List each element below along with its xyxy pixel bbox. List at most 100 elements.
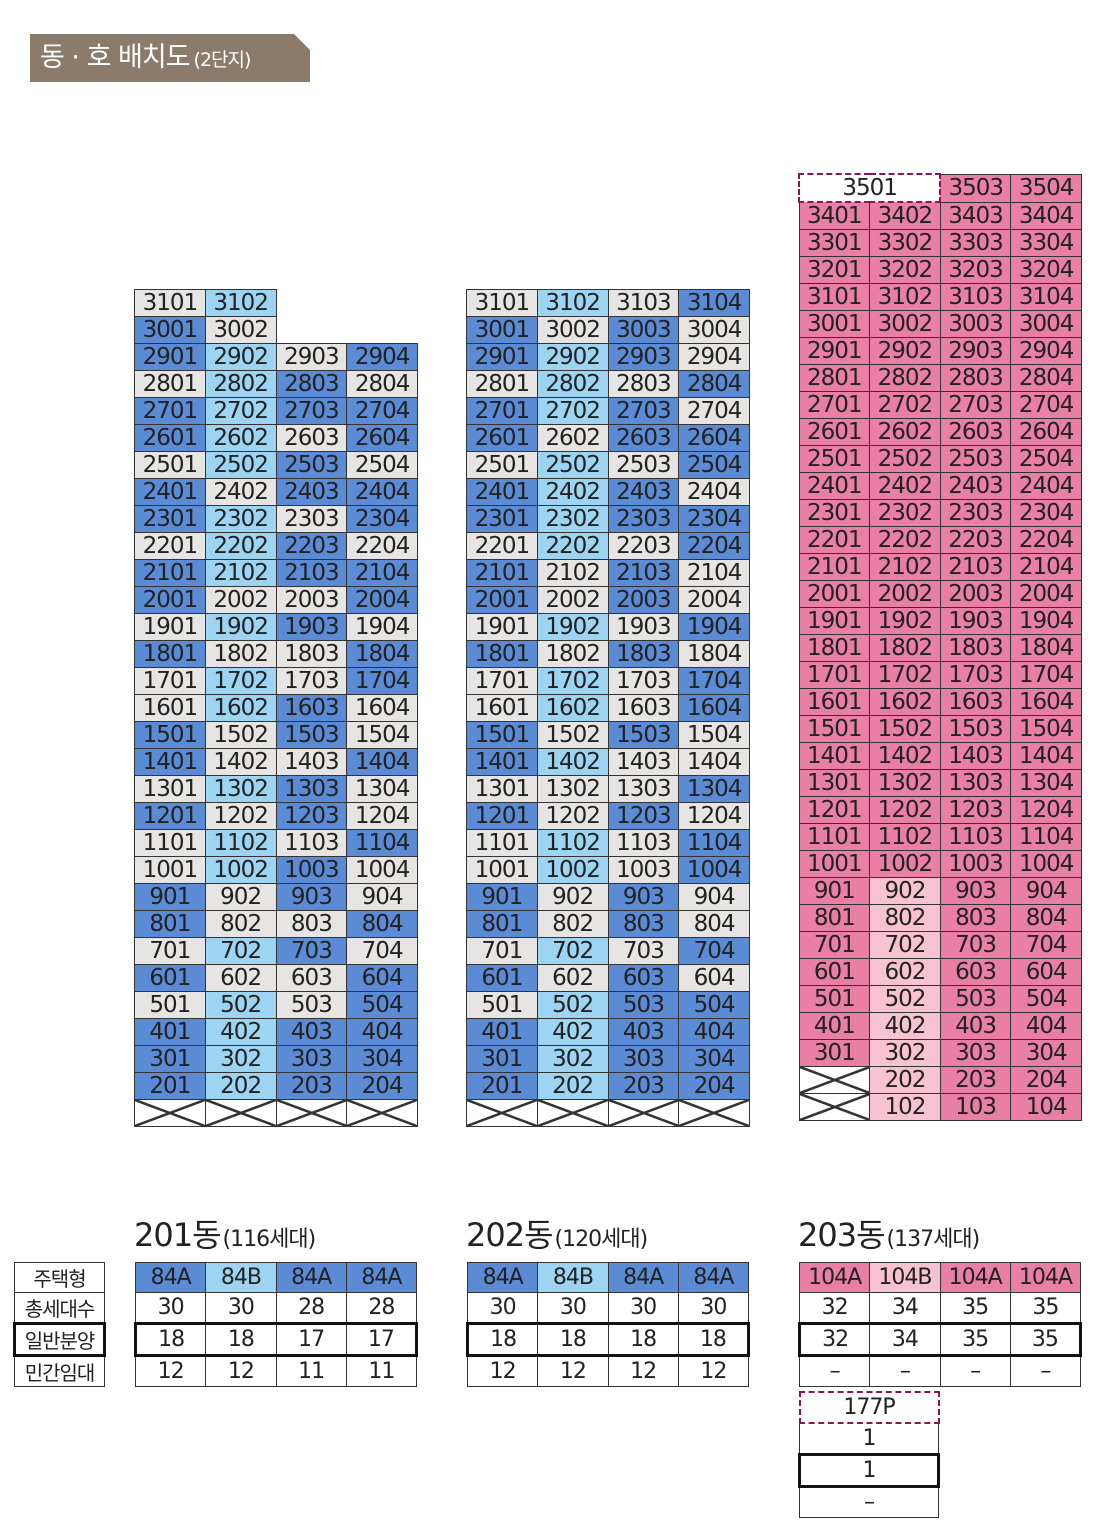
summary-general-sale-row: 32 34 35 35 — [797, 1322, 1083, 1357]
unit-1802: 1802 — [204, 640, 277, 668]
floor-row-31: 3101 3102 — [134, 289, 418, 317]
unit-2403: 2403 — [275, 478, 348, 506]
floor-row-22: 2201 2202 2203 2204 — [798, 526, 1082, 554]
unit-1302: 1302 — [204, 775, 277, 803]
unit-2301: 2301 — [466, 505, 538, 533]
unit-602: 602 — [869, 958, 941, 986]
unit-2401: 2401 — [466, 478, 538, 506]
unit-1201: 1201 — [466, 802, 538, 830]
unit-1101: 1101 — [798, 823, 871, 851]
unit-3403: 3403 — [939, 201, 1012, 230]
unit-3004: 3004 — [678, 316, 750, 344]
unit-903: 903 — [939, 877, 1012, 905]
unit-2401: 2401 — [134, 478, 206, 506]
unit-402: 402 — [536, 1018, 609, 1046]
summary-total-cell: 30 — [677, 1292, 750, 1324]
floor-row-4: 401 402 403 404 — [134, 1018, 418, 1046]
floor-row-27: 2701 2702 2703 2704 — [466, 397, 750, 425]
unit-602: 602 — [536, 964, 609, 992]
floor-row-15: 1501 1502 1503 1504 — [466, 721, 750, 749]
unit-2801: 2801 — [134, 370, 206, 398]
summary-general-sale-cell: 18 — [607, 1322, 679, 1357]
unit-2403: 2403 — [607, 478, 680, 506]
unit-2401: 2401 — [798, 472, 871, 500]
building-203-label: 203동(137세대) — [798, 1210, 980, 1256]
unit-804: 804 — [1010, 904, 1082, 932]
unit-1901: 1901 — [134, 613, 206, 641]
unit-1501: 1501 — [798, 715, 871, 743]
floor-row-24: 2401 2402 2403 2404 — [466, 478, 750, 506]
summary-total-cell: 35 — [1009, 1292, 1082, 1324]
unit-804: 804 — [346, 910, 418, 938]
unit-2903: 2903 — [275, 343, 348, 371]
unit-403: 403 — [939, 1012, 1012, 1040]
unit-1302: 1302 — [536, 775, 609, 803]
building-202-summary-table: 84A 84B 84A 84A 30 30 30 30 18 18 18 18 12 12 12 12 — [465, 1262, 751, 1387]
unbuilt-cross-icon — [135, 1100, 205, 1126]
unit-1504: 1504 — [678, 721, 750, 749]
unit-2804: 2804 — [346, 370, 418, 398]
unit-2404: 2404 — [346, 478, 418, 506]
summary-general-sale-cell: 18 — [465, 1322, 539, 1357]
unit-2201: 2201 — [798, 526, 871, 554]
floor-row-24: 2401 2402 2403 2404 — [134, 478, 418, 506]
unit-604: 604 — [678, 964, 750, 992]
unit-904: 904 — [346, 883, 418, 911]
unit-1702: 1702 — [869, 661, 941, 689]
building-201-households: (116세대) — [222, 1227, 317, 1252]
building-202-unit-grid: 3101 3102 3103 3104 3001 3002 3003 3004 2901 2902… — [466, 289, 750, 1127]
floor-row-30: 3001 3002 — [134, 316, 418, 344]
floor-row-5: 501 502 503 504 — [466, 991, 750, 1019]
empty-slot — [276, 317, 347, 344]
unit-1003: 1003 — [939, 850, 1012, 878]
unit-1304: 1304 — [1010, 769, 1082, 797]
unit-1601: 1601 — [798, 688, 871, 716]
unit-1202: 1202 — [869, 796, 941, 824]
floor-row-14: 1401 1402 1403 1404 — [798, 742, 1082, 770]
summary-total-cell: 32 — [798, 1292, 871, 1324]
unit-3302: 3302 — [869, 229, 941, 257]
unit-504: 504 — [1010, 985, 1082, 1013]
unit-903: 903 — [607, 883, 680, 911]
unit-1001: 1001 — [134, 856, 206, 884]
unit-2802: 2802 — [204, 370, 277, 398]
summary-general-sale-cell: 35 — [939, 1322, 1011, 1357]
unbuilt-cell — [798, 1093, 871, 1121]
unit-3002: 3002 — [204, 316, 277, 344]
floor-row-24: 2401 2402 2403 2404 — [798, 472, 1082, 500]
summary-general-sale-cell: 35 — [1009, 1322, 1083, 1357]
unit-302: 302 — [536, 1045, 609, 1073]
unit-2203: 2203 — [607, 532, 680, 560]
unit-3501: 3501 — [797, 173, 942, 203]
unit-1804: 1804 — [346, 640, 418, 668]
unit-2603: 2603 — [275, 424, 348, 452]
unit-2601: 2601 — [466, 424, 538, 452]
unit-3301: 3301 — [798, 229, 871, 257]
unit-1001: 1001 — [466, 856, 538, 884]
summary-private-rental-row: – – – – — [798, 1355, 1082, 1387]
unit-301: 301 — [134, 1045, 206, 1073]
floor-row-16: 1601 1602 1603 1604 — [466, 694, 750, 722]
unit-303: 303 — [939, 1039, 1012, 1067]
unit-3004: 3004 — [1010, 310, 1082, 338]
unit-102: 102 — [869, 1093, 941, 1121]
unit-1601: 1601 — [134, 694, 206, 722]
summary-general-sale-cell: 18 — [205, 1322, 277, 1357]
floor-row-23: 2301 2302 2303 2304 — [798, 499, 1082, 527]
unit-1001: 1001 — [798, 850, 871, 878]
unbuilt-cross-icon — [679, 1100, 749, 1126]
floor-row-19: 1901 1902 1903 1904 — [798, 607, 1082, 635]
unit-403: 403 — [275, 1018, 348, 1046]
unit-2702: 2702 — [204, 397, 277, 425]
unit-501: 501 — [466, 991, 538, 1019]
floor-row-31: 3101 3102 3103 3104 — [466, 289, 750, 317]
summary-total-cell: 28 — [345, 1292, 418, 1324]
unit-2904: 2904 — [1010, 337, 1082, 365]
unit-1803: 1803 — [275, 640, 348, 668]
unit-1304: 1304 — [678, 775, 750, 803]
unit-501: 501 — [798, 985, 871, 1013]
floor-row-33: 3301 3302 3303 3304 — [798, 229, 1082, 257]
building-203-name: 203동 — [798, 1216, 886, 1254]
unit-3201: 3201 — [798, 256, 871, 284]
unit-803: 803 — [939, 904, 1012, 932]
